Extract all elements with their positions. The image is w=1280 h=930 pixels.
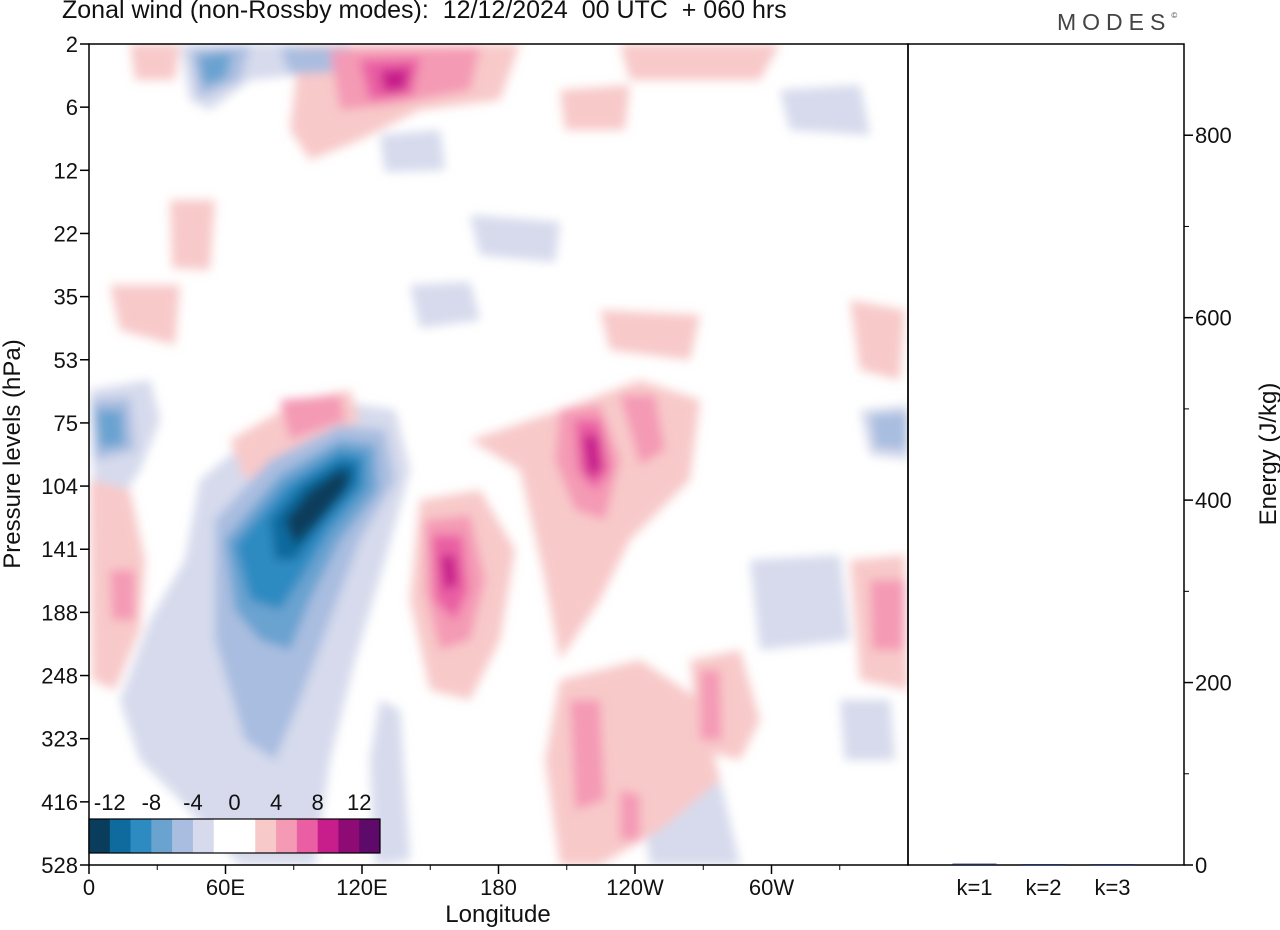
y-tick-label: 22 xyxy=(54,221,78,246)
colorbar-swatch xyxy=(213,819,235,853)
neg-region xyxy=(198,52,232,86)
brand-name: MODES xyxy=(1057,9,1172,35)
colorbar-tick-label: 0 xyxy=(228,790,240,815)
pos-region xyxy=(130,44,180,80)
wavenumber-label: k=1 xyxy=(956,875,992,900)
colorbar-tick-label: -12 xyxy=(94,790,126,815)
neg-region xyxy=(840,700,895,760)
pos-region xyxy=(582,435,602,478)
pos-region xyxy=(110,285,180,345)
energy-tick-label: 800 xyxy=(1195,123,1232,148)
colorbar-swatch xyxy=(338,819,360,853)
energy-bar-k=3 xyxy=(1090,864,1135,866)
x-tick-label: 180 xyxy=(480,875,517,900)
energy-bars xyxy=(952,863,1135,866)
y-tick-label: 528 xyxy=(41,853,78,878)
colorbar-swatch xyxy=(359,819,381,853)
pos-region xyxy=(560,85,630,130)
colorbar-tick-label: 8 xyxy=(312,790,324,815)
modes-logo: MODES© xyxy=(1057,9,1177,36)
longitude-axis: 0 60E 120E 180 120W 60W xyxy=(83,865,841,900)
pos-region xyxy=(700,670,722,740)
neg-region xyxy=(285,470,350,545)
energy-tick-label: 600 xyxy=(1195,306,1232,331)
pos-region xyxy=(600,310,700,360)
x-tick-label: 0 xyxy=(83,875,95,900)
wavenumber-label: k=2 xyxy=(1025,875,1061,900)
energy-axis-label: Energy (J/kg) xyxy=(1255,383,1280,526)
colorbar-swatch xyxy=(276,819,298,853)
pos-region xyxy=(850,300,905,380)
pos-region xyxy=(620,44,780,80)
y-tick-label: 53 xyxy=(54,348,78,373)
neg-region xyxy=(750,555,850,650)
y-tick-label: 323 xyxy=(41,727,78,752)
y-tick-label: 2 xyxy=(66,32,78,57)
colorbar-labels: -12 -8 -4 0 4 8 12 xyxy=(94,790,372,815)
wavenumber-label: k=3 xyxy=(1094,875,1130,900)
colorbar-tick-label: 12 xyxy=(347,790,371,815)
energy-bar-k=2 xyxy=(1021,864,1066,866)
energy-tick-label: 200 xyxy=(1195,671,1232,696)
energy-tick-label: 400 xyxy=(1195,488,1232,513)
energy-axes-frame xyxy=(907,43,1185,866)
colorbar-swatch xyxy=(192,819,215,853)
neg-region xyxy=(870,412,908,450)
y-tick-label: 6 xyxy=(66,95,78,120)
field-blobs xyxy=(90,44,908,865)
pos-region xyxy=(280,395,345,440)
zonal-wind-contour-field xyxy=(89,44,908,865)
colorbar-swatch xyxy=(130,819,152,853)
neg-region xyxy=(470,215,560,262)
brand-mark: © xyxy=(1171,11,1178,20)
colorbar-swatch xyxy=(151,819,173,853)
pos-region xyxy=(870,580,905,650)
energy-tick-label: 0 xyxy=(1195,853,1207,878)
wavenumber-axis: k=1 k=2 k=3 xyxy=(956,875,1130,900)
colorbar-swatch xyxy=(172,819,194,853)
pos-region xyxy=(570,700,605,810)
colorbar-swatch xyxy=(89,819,111,853)
x-tick-label: 120W xyxy=(606,875,664,900)
y-tick-label: 416 xyxy=(41,790,78,815)
pos-region xyxy=(620,790,640,840)
y-axis-label: Pressure levels (hPa) xyxy=(0,339,26,568)
colorbar-swatch xyxy=(317,819,339,853)
colorbar-tick-label: -8 xyxy=(142,790,162,815)
pos-region xyxy=(170,200,215,270)
x-axis-label: Longitude xyxy=(445,901,550,928)
colorbar-swatch xyxy=(234,819,256,853)
colorbar-tick-label: 4 xyxy=(270,790,282,815)
colorbar-frame xyxy=(88,818,381,854)
energy-axis: 0 200 400 600 800 xyxy=(1184,123,1232,878)
pos-region xyxy=(440,555,458,590)
y-tick-label: 141 xyxy=(41,537,78,562)
neg-region xyxy=(96,410,124,448)
x-tick-label: 60W xyxy=(749,875,794,900)
y-tick-label: 35 xyxy=(54,285,78,310)
pressure-axis: 2 6 12 22 35 53 75 104 141 188 248 323 416 528 xyxy=(41,32,89,878)
x-tick-label: 60E xyxy=(206,875,245,900)
y-tick-label: 75 xyxy=(54,411,78,436)
y-tick-label: 188 xyxy=(41,600,78,625)
y-tick-label: 12 xyxy=(54,158,78,183)
colorbar-tick-label: -4 xyxy=(183,790,203,815)
x-tick-label: 120E xyxy=(336,875,387,900)
colorbar-swatch xyxy=(109,819,131,853)
y-tick-label: 104 xyxy=(41,474,78,499)
pos-region xyxy=(620,395,665,465)
colorbar xyxy=(88,818,381,854)
colorbar-swatch xyxy=(255,819,277,853)
neg-region xyxy=(780,85,870,135)
colorbar-swatch xyxy=(296,819,318,853)
pos-region xyxy=(110,570,135,620)
chart-title: Zonal wind (non-Rossby modes): 12/12/202… xyxy=(62,0,787,24)
neg-region xyxy=(410,282,480,328)
y-tick-label: 248 xyxy=(41,664,78,689)
neg-region xyxy=(380,130,445,172)
pos-region xyxy=(380,68,410,92)
energy-bar-k=1 xyxy=(952,863,997,866)
